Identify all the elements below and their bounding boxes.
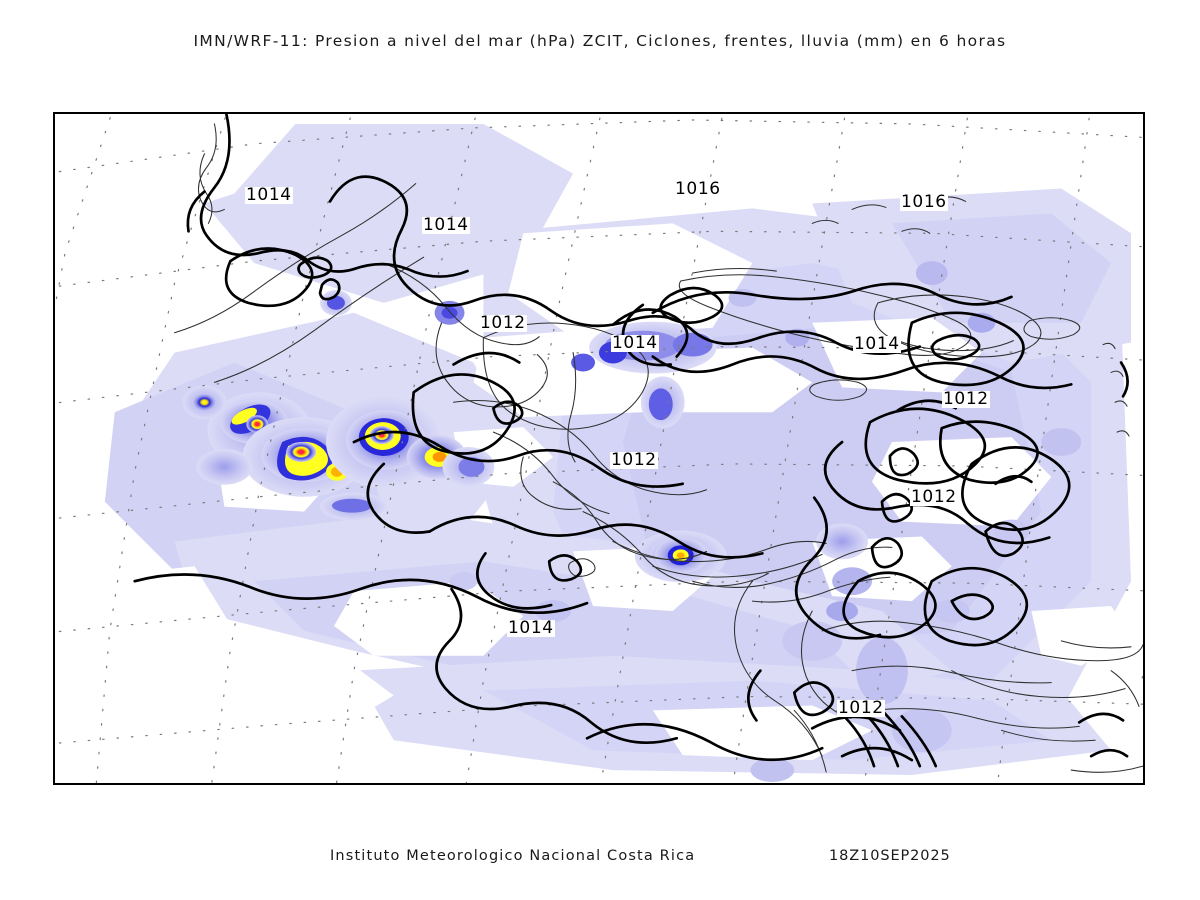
graticule — [55, 114, 1143, 783]
contour-label: 1014 — [853, 334, 901, 354]
contour-label: 1014 — [245, 185, 293, 205]
contour-label: 1016 — [674, 179, 722, 199]
weather-map — [55, 114, 1143, 783]
coastlines — [174, 123, 1143, 773]
page-title: IMN/WRF-11: Presion a nivel del mar (hPa… — [193, 32, 1007, 50]
contour-label: 1012 — [479, 313, 527, 333]
isobars — [133, 114, 1129, 768]
contour-label: 1014 — [507, 618, 555, 638]
contour-label: 1012 — [837, 698, 885, 718]
contour-label: 1012 — [910, 487, 958, 507]
footer-organization: Instituto Meteorologico Nacional Costa R… — [330, 848, 696, 864]
contour-label: 1014 — [422, 215, 470, 235]
footer-timestamp: 18Z10SEP2025 — [829, 848, 951, 864]
contour-label: 1014 — [611, 333, 659, 353]
contour-label: 1012 — [610, 450, 658, 470]
precip-maxima — [182, 261, 1082, 783]
map-frame: 1014 1014 1016 1016 1012 1014 1014 1012 … — [53, 112, 1145, 785]
contour-label: 1016 — [900, 192, 948, 212]
contour-label: 1012 — [942, 389, 990, 409]
